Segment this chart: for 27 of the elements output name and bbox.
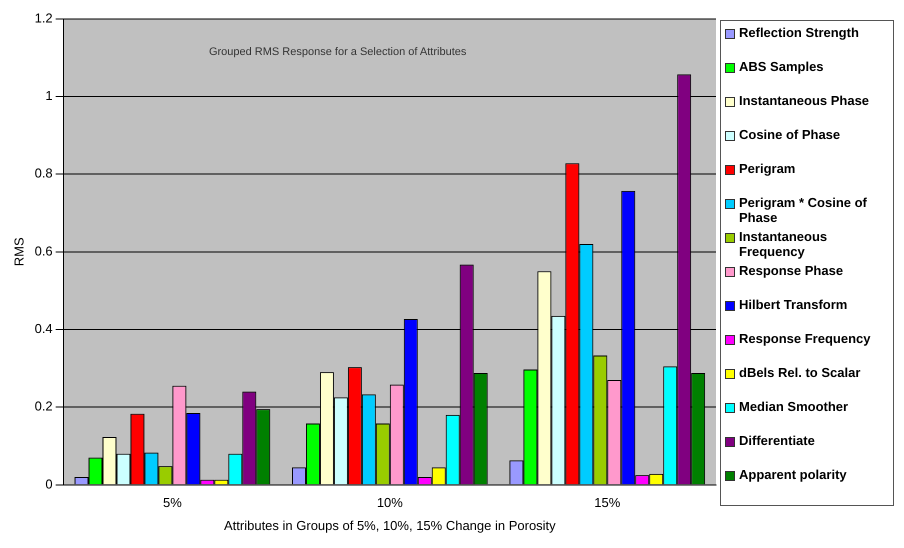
- legend-label: Perigram: [739, 161, 796, 176]
- y-axis-title: RMS: [11, 237, 26, 266]
- legend-label: Instantaneous Frequency: [739, 229, 828, 259]
- y-tick-label: 0.2: [34, 398, 53, 414]
- y-tick-label: 1.2: [34, 10, 53, 26]
- legend-label: Instantaneous Phase: [739, 93, 870, 108]
- y-tick-label: 0.4: [34, 321, 53, 336]
- x-tick-label: 15%: [594, 495, 621, 510]
- x-tick-label: 10%: [376, 495, 404, 510]
- legend-label: Response Phase: [739, 263, 844, 278]
- legend-label: Median Smoother: [739, 399, 848, 414]
- legend-label: Cosine of Phase: [739, 127, 840, 142]
- legend-label: Differentiate: [739, 433, 815, 448]
- legend-label: Hilbert Transform: [739, 297, 848, 312]
- y-tick-label: 0.6: [34, 243, 53, 258]
- x-tick-label: 5%: [162, 495, 182, 510]
- legend-label: Reflection Strength: [739, 25, 859, 40]
- annotation: Grouped RMS Response for a Selection of Attributes: [208, 46, 467, 58]
- y-tick-label: 1: [45, 88, 53, 104]
- x-axis-title: Attributes in Groups of 5%, 10%, 15% Change in Porosity: [224, 518, 556, 533]
- legend-label: Response Frequency: [739, 331, 870, 346]
- y-tick-label: 0: [45, 476, 53, 492]
- legend-label: dBels Rel. to Scalar: [739, 365, 860, 380]
- legend-label: ABS Samples: [739, 59, 824, 74]
- y-tick-label: 0.8: [34, 166, 53, 181]
- legend-label: Apparent polarity: [739, 467, 847, 482]
- legend-label: Perigram * Cosine of Phase: [739, 195, 868, 225]
